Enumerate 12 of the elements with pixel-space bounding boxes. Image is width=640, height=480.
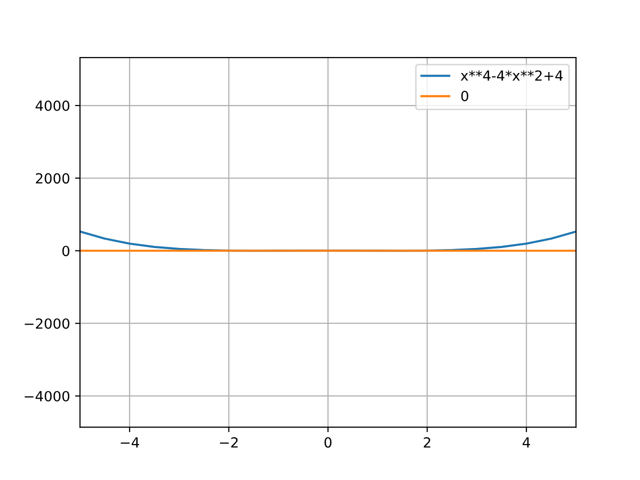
x-tick-label: 0 bbox=[324, 437, 332, 448]
legend-label: 0 bbox=[461, 90, 468, 102]
y-tick-label: 2000 bbox=[36, 173, 70, 184]
x-tick-label: −2 bbox=[220, 437, 238, 448]
x-tick-label: −4 bbox=[120, 437, 140, 448]
x-tick-label: 2 bbox=[424, 437, 430, 448]
y-tick-label: 4000 bbox=[36, 100, 70, 111]
y-tick-label: −2000 bbox=[24, 318, 70, 329]
y-tick-label: 0 bbox=[62, 246, 70, 256]
legend-label: x**4-4*x**2+4 bbox=[460, 70, 563, 81]
y-tick-label: −4000 bbox=[24, 390, 70, 402]
x-tick-label: 4 bbox=[522, 437, 530, 448]
